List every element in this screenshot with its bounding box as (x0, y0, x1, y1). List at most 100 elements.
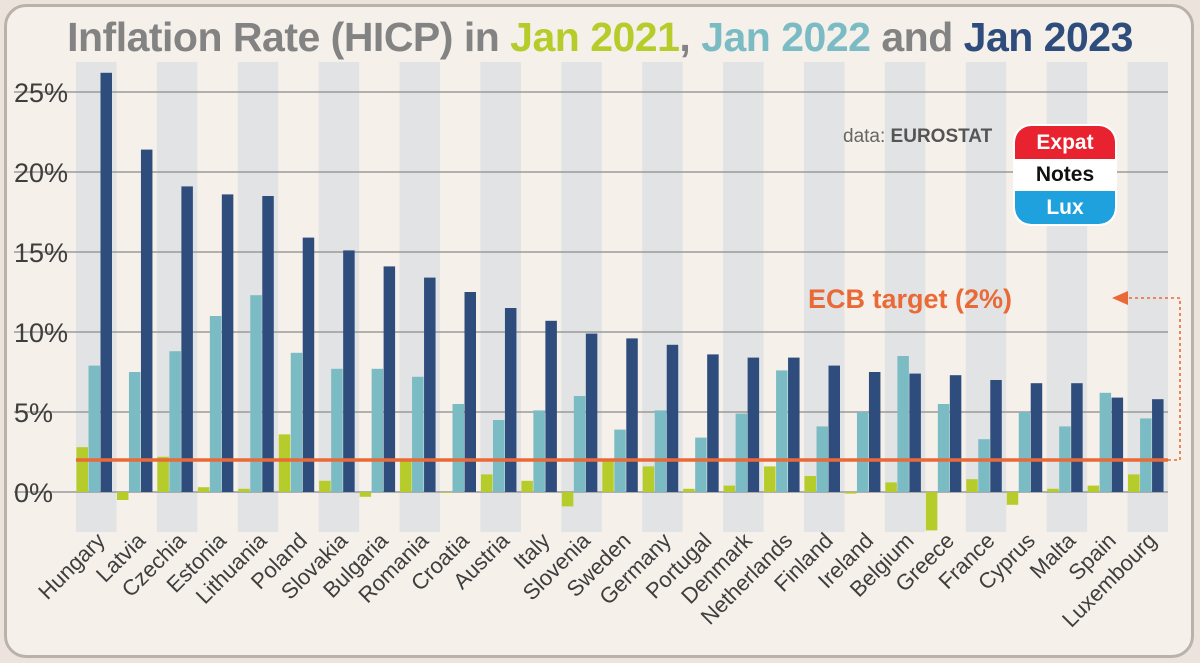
bar-jan-2023-slovakia (343, 250, 355, 492)
bar-jan-2021-estonia (197, 487, 210, 492)
bar-jan-2021-latvia (116, 492, 129, 500)
bar-jan-2023-italy (545, 320, 557, 492)
chart-title: Inflation Rate (HICP) in Jan 2021, Jan 2… (0, 14, 1200, 61)
bar-jan-2021-hungary (76, 447, 88, 492)
bar-jan-2022-belgium (897, 356, 909, 492)
bar-jan-2022-bulgaria (371, 368, 384, 492)
y-tick-label-20: 20% (14, 158, 68, 188)
title-and: and (870, 14, 964, 60)
bar-jan-2021-germany (642, 466, 655, 492)
bar-jan-2021-ireland (844, 492, 857, 494)
bar-jan-2021-romania (400, 460, 412, 492)
bar-jan-2022-denmark (735, 413, 748, 492)
bar-jan-2023-belgium (909, 373, 921, 492)
y-tick-label-5: 5% (14, 398, 53, 428)
bar-jan-2021-belgium (885, 482, 897, 492)
logo-line-lux: Lux (1015, 191, 1115, 224)
bar-jan-2022-poland (290, 352, 303, 492)
bar-jan-2023-hungary (100, 72, 112, 493)
bar-jan-2021-luxembourg (1128, 474, 1140, 492)
bar-jan-2021-bulgaria (359, 492, 372, 497)
bar-jan-2023-austria (504, 308, 517, 492)
bar-jan-2022-austria (492, 420, 505, 492)
bar-jan-2022-italy (533, 410, 545, 492)
bar-jan-2023-greece (949, 375, 962, 492)
bar-jan-2023-denmark (747, 357, 760, 492)
bar-jan-2022-croatia (452, 404, 464, 492)
bar-jan-2023-portugal (707, 354, 719, 492)
bar-jan-2021-lithuania (238, 488, 250, 492)
bar-jan-2023-bulgaria (383, 266, 396, 492)
bar-jan-2023-estonia (221, 194, 234, 492)
y-tick-label-0: 0% (14, 478, 53, 508)
bar-jan-2021-portugal (683, 488, 695, 492)
bar-jan-2022-portugal (695, 437, 707, 492)
bar-jan-2021-italy (521, 480, 533, 492)
title-jan-2023: Jan 2023 (963, 14, 1134, 60)
bar-jan-2023-finland (828, 365, 840, 492)
bar-jan-2022-germany (654, 410, 667, 492)
bar-jan-2022-estonia (209, 316, 222, 492)
bar-jan-2021-poland (278, 434, 291, 492)
bar-jan-2023-malta (1071, 383, 1083, 492)
bar-jan-2022-latvia (128, 372, 141, 492)
bar-jan-2023-luxembourg (1152, 399, 1164, 492)
ecb-arrowhead (1112, 291, 1128, 305)
bar-jan-2023-romania (424, 277, 436, 492)
bar-jan-2021-france (966, 479, 978, 492)
bar-jan-2021-slovakia (319, 480, 331, 492)
bar-jan-2021-austria (480, 474, 493, 492)
bar-jan-2021-netherlands (764, 466, 776, 492)
bar-jan-2022-hungary (88, 365, 100, 492)
ecb-target-label: ECB target (2%) (808, 284, 1013, 314)
source-prefix: data: (843, 126, 891, 147)
bar-jan-2021-croatia (440, 492, 452, 493)
bar-jan-2021-greece (925, 492, 938, 531)
bar-jan-2021-sweden (602, 461, 614, 492)
bar-jan-2021-czechia (157, 456, 169, 492)
bar-jan-2022-luxembourg (1140, 418, 1152, 492)
bar-jan-2021-denmark (723, 485, 736, 492)
bar-jan-2023-poland (302, 237, 315, 492)
bar-jan-2022-lithuania (250, 295, 262, 492)
y-tick-label-15: 15% (14, 238, 68, 268)
bar-jan-2023-germany (666, 344, 679, 492)
bar-jan-2023-slovenia (585, 333, 598, 492)
bar-jan-2022-slovenia (573, 396, 586, 492)
bar-jan-2021-spain (1087, 485, 1100, 492)
title-separator: , (679, 14, 702, 60)
source-name: EUROSTAT (890, 126, 993, 147)
bar-jan-2023-cyprus (1030, 383, 1043, 492)
bar-jan-2023-latvia (140, 149, 153, 492)
title-jan-2022: Jan 2022 (701, 14, 871, 60)
bar-jan-2022-slovakia (331, 368, 343, 492)
logo-line-expat: Expat (1015, 126, 1115, 159)
data-source: data: EUROSTAT (843, 126, 992, 148)
bar-jan-2023-sweden (626, 338, 638, 492)
y-tick-label-10: 10% (14, 318, 68, 348)
title-prefix: Inflation Rate (HICP) in (67, 14, 511, 60)
ecb-connector-line (1126, 297, 1181, 461)
bar-jan-2022-czechia (169, 351, 181, 492)
bar-jan-2021-malta (1047, 488, 1059, 492)
bar-jan-2021-slovenia (561, 492, 574, 507)
bar-jan-2023-france (990, 380, 1002, 492)
bar-jan-2023-spain (1111, 397, 1124, 492)
bar-jan-2023-croatia (464, 292, 476, 492)
title-jan-2021: Jan 2021 (510, 14, 680, 60)
bar-jan-2022-romania (412, 376, 424, 492)
bar-jan-2022-france (978, 439, 990, 492)
y-tick-label-25: 25% (14, 78, 68, 108)
bar-jan-2021-cyprus (1006, 492, 1019, 505)
bar-jan-2022-ireland (856, 412, 869, 492)
expat-notes-lux-logo: Expat Notes Lux (1015, 126, 1115, 224)
bar-jan-2023-lithuania (262, 196, 274, 492)
bar-jan-2021-finland (804, 476, 816, 492)
bar-jan-2022-spain (1099, 392, 1112, 492)
bar-jan-2022-netherlands (776, 370, 788, 492)
bar-jan-2023-netherlands (788, 357, 800, 492)
logo-line-notes: Notes (1015, 159, 1115, 191)
bar-jan-2022-cyprus (1018, 412, 1031, 492)
bar-jan-2023-ireland (868, 372, 881, 492)
